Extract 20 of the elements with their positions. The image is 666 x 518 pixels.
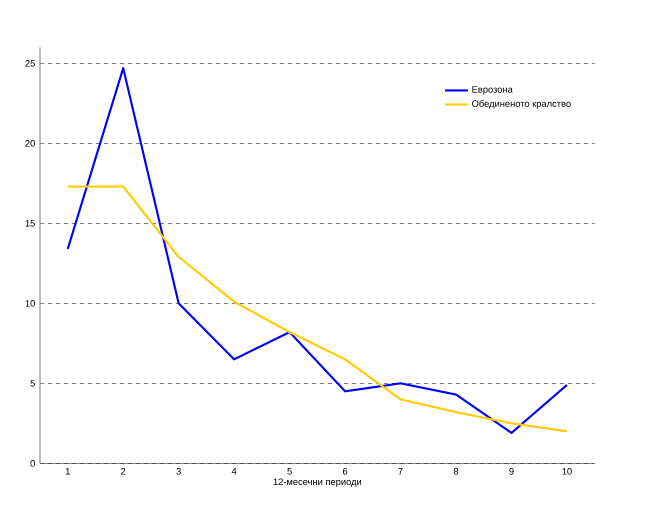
x-tick-label: 3 [176,468,181,475]
y-tick-label: 15 [26,220,35,227]
x-tick-label: 5 [287,468,292,475]
x-axis-title: 12-месечни периоди [274,478,362,487]
x-tick-label: 4 [232,468,236,474]
y-tick-label: 10 [26,300,35,307]
x-tick-label: 2 [121,468,126,475]
legend-label: Еврозона [472,86,513,95]
line-series [66,185,568,432]
y-tick-label: 0 [30,460,35,467]
y-tick-label: 25 [25,60,35,67]
legend-label: Обединеното кралство [472,100,571,109]
y-tick-label: 5 [30,380,35,387]
x-tick-label: 6 [342,468,348,475]
x-tick-label: 8 [454,468,458,475]
x-tick-label: 10 [562,468,572,475]
y-tick-label: 20 [25,140,35,147]
x-tick-label: 9 [509,468,514,475]
x-tick-label: 1 [66,468,70,474]
x-tick-label: 7 [398,468,403,474]
